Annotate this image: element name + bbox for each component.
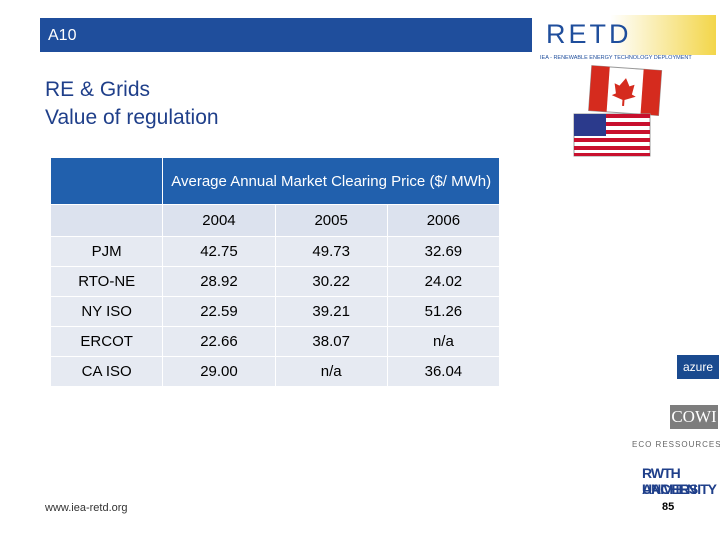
year-cell: 2005 (274, 204, 388, 237)
partner-logo: azure (677, 355, 719, 379)
price-cell: 22.66 (162, 326, 276, 357)
logo-bg (540, 15, 716, 55)
data-row: CA ISO 29.00 n/a 36.04 (49, 356, 501, 387)
footer-url: www.iea-retd.org (45, 502, 128, 514)
partner-logo: UNIVERSITY (642, 481, 717, 497)
data-row: PJM 42.75 49.73 32.69 (49, 236, 501, 267)
data-row: RTO-NE 28.92 30.22 24.02 (49, 266, 501, 297)
partner-logo: COWI (670, 405, 718, 429)
price-cell: 42.75 (162, 236, 276, 267)
flag-usa (573, 113, 651, 157)
market-cell: CA ISO (49, 356, 164, 387)
price-cell: 28.92 (162, 266, 276, 297)
caption-cell: Average Annual Market Clearing Price ($/… (162, 157, 500, 205)
year-cell: 2004 (162, 204, 276, 237)
market-cell: PJM (49, 236, 164, 267)
price-cell: 49.73 (274, 236, 388, 267)
price-cell: 29.00 (162, 356, 276, 387)
price-cell: 24.02 (386, 266, 501, 297)
page-number: 85 (662, 501, 675, 513)
flags (573, 65, 663, 157)
price-cell: 36.04 (386, 356, 501, 387)
price-cell: 38.07 (274, 326, 388, 357)
data-row: ERCOT 22.66 38.07 n/a (49, 326, 501, 357)
corner-cell (49, 157, 164, 205)
flag-canada (588, 65, 663, 116)
data-row: NY ISO 22.59 39.21 51.26 (49, 296, 501, 327)
market-cell: RTO-NE (49, 266, 164, 297)
section-label: A10 (48, 27, 77, 44)
logo-tagline: IEA - RENEWABLE ENERGY TECHNOLOGY DEPLOY… (540, 55, 692, 61)
retd-logo: RETD IEA - RENEWABLE ENERGY TECHNOLOGY D… (540, 15, 716, 61)
partner-logo: RWTH AACHEN (642, 465, 697, 497)
corner-cell (49, 204, 164, 237)
year-row: 2004 2005 2006 (49, 204, 501, 237)
title-line: RE & Grids (45, 78, 151, 101)
price-table: Average Annual Market Clearing Price ($/… (49, 157, 501, 387)
partner-logo: ECO RESSOURCES (632, 440, 720, 449)
year-cell: 2006 (386, 204, 501, 237)
price-cell: 39.21 (274, 296, 388, 327)
price-cell: 51.26 (386, 296, 501, 327)
market-cell: NY ISO (49, 296, 164, 327)
logo-text: RETD (546, 19, 632, 49)
section-bar: A10 (40, 18, 532, 52)
price-cell: n/a (386, 326, 501, 357)
price-cell: 22.59 (162, 296, 276, 327)
title-line: Value of regulation (45, 106, 219, 129)
price-cell: 30.22 (274, 266, 388, 297)
price-cell: 32.69 (386, 236, 501, 267)
price-cell: n/a (274, 356, 388, 387)
caption-row: Average Annual Market Clearing Price ($/… (49, 157, 500, 205)
market-cell: ERCOT (49, 326, 164, 357)
